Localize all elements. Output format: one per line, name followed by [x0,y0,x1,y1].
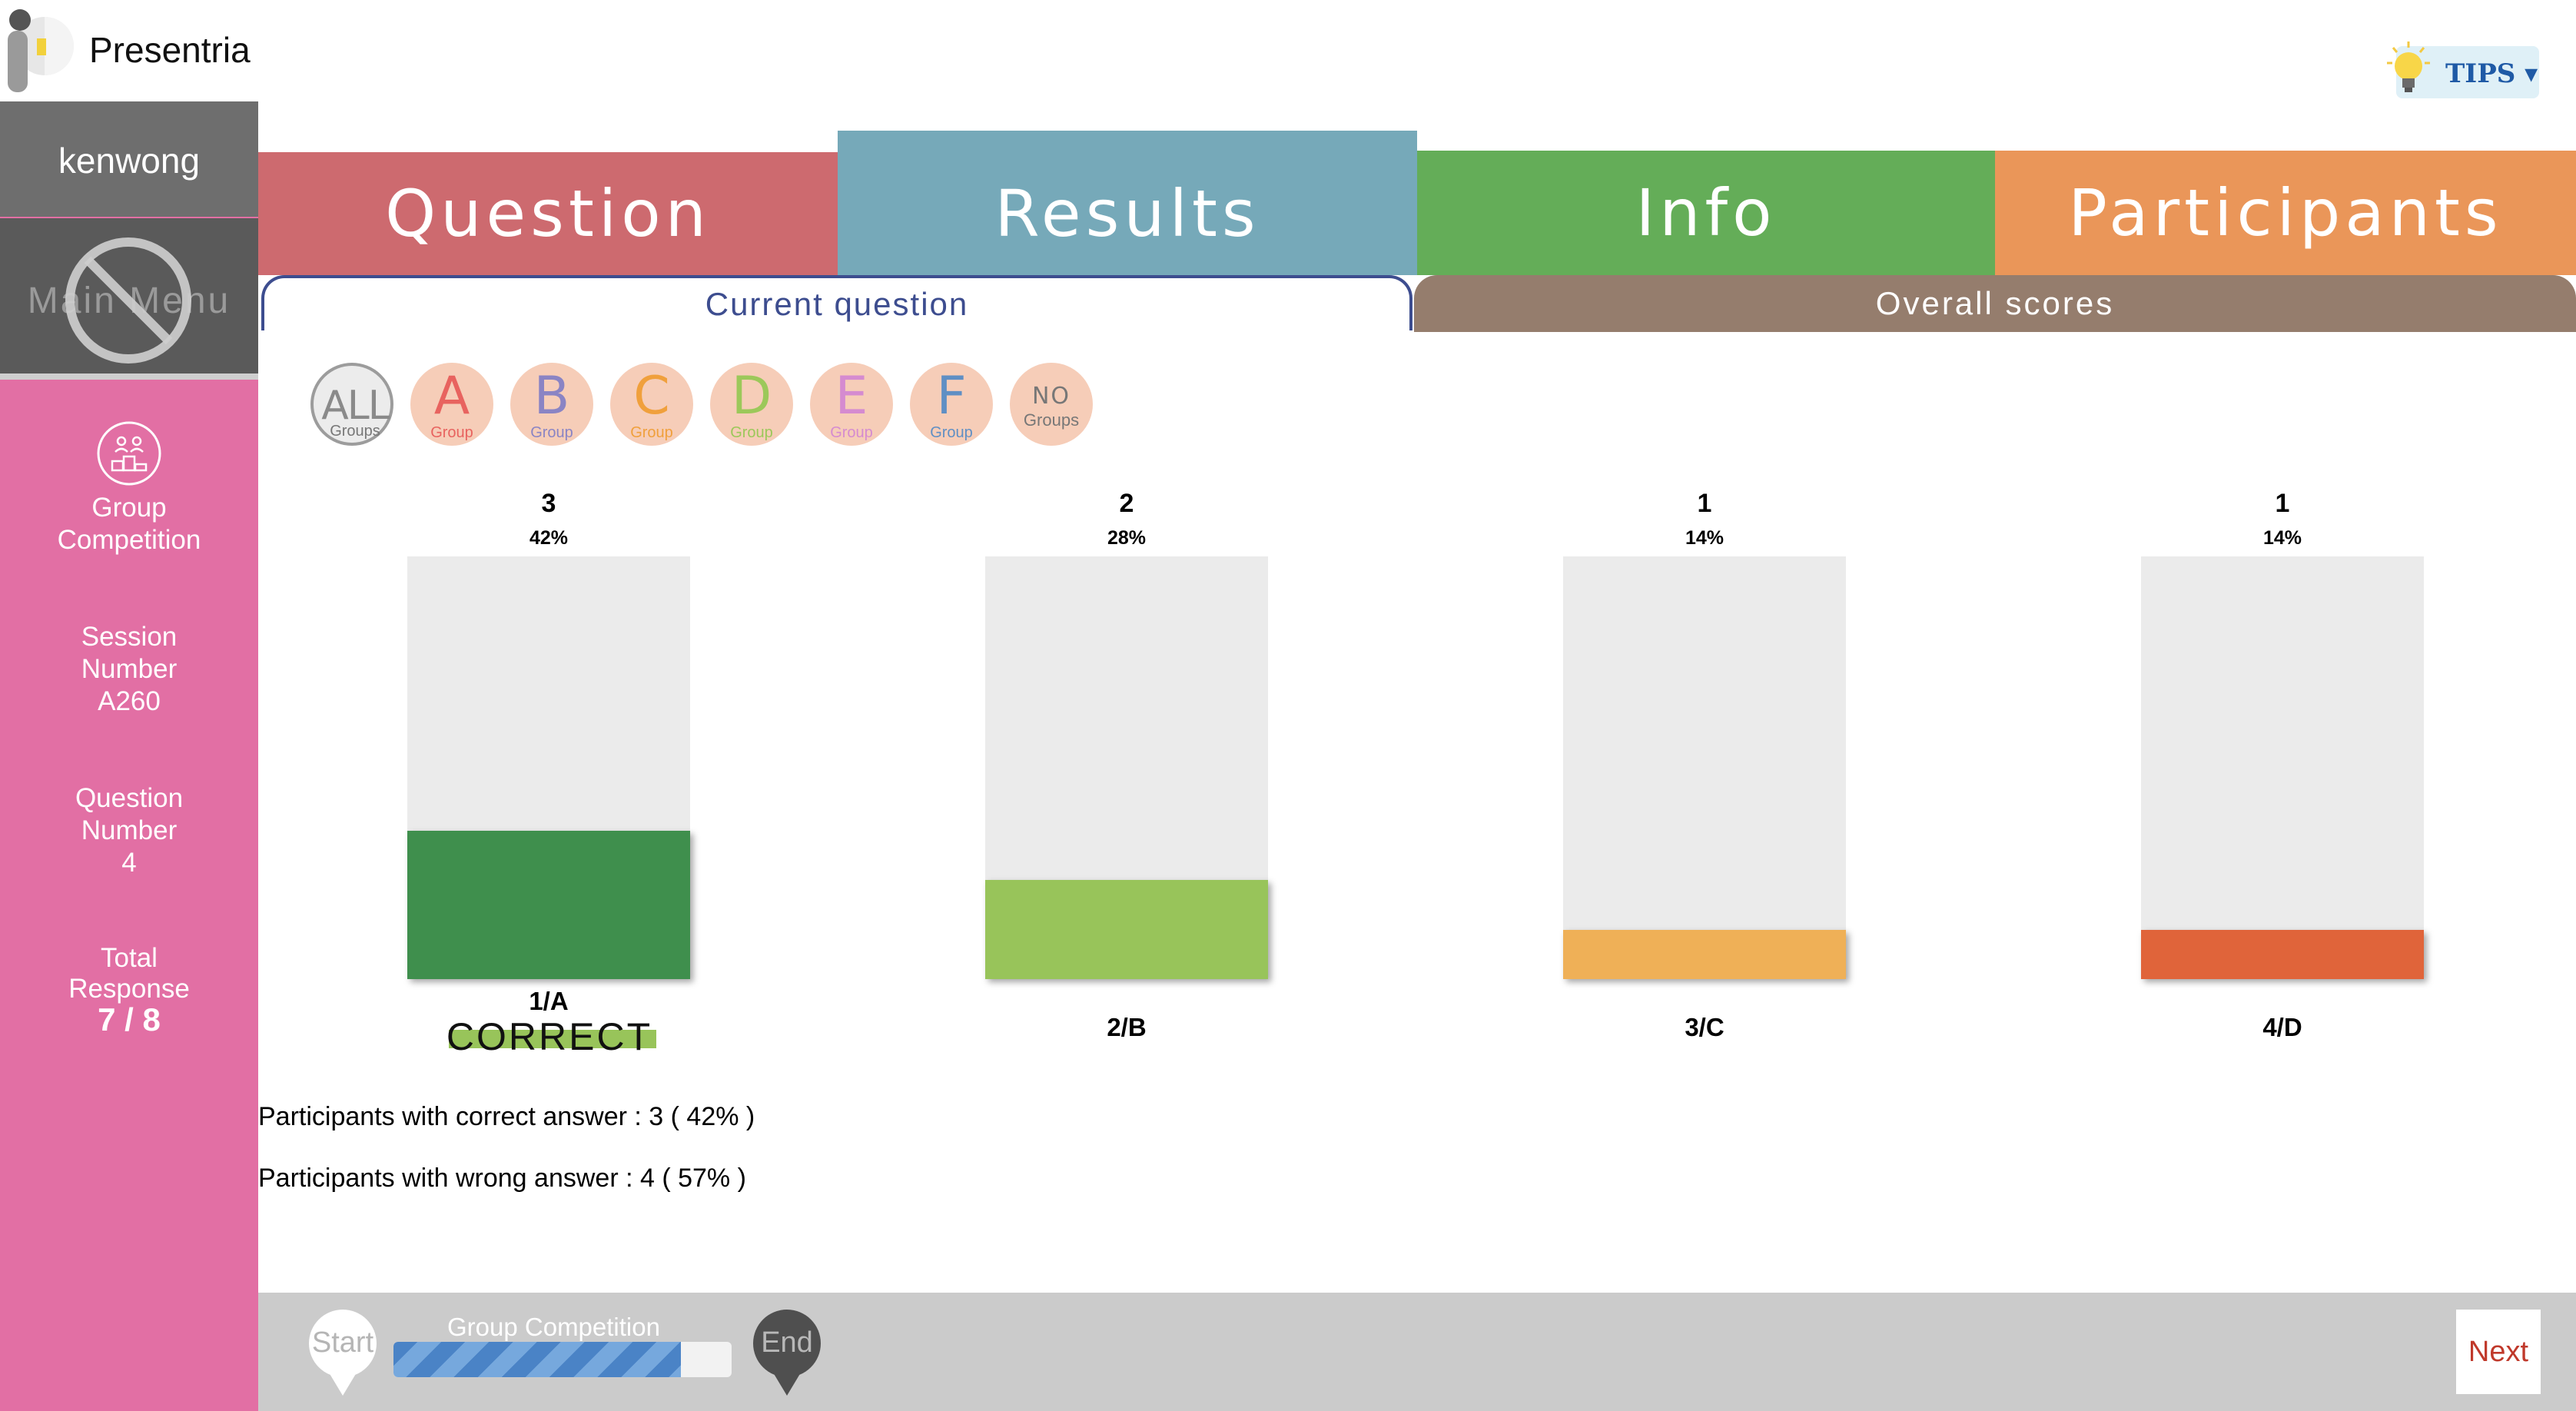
group-filter-caption: Group [530,424,573,441]
correct-label: CORRECT [446,1015,653,1058]
group-filter-caption: Group [930,424,973,441]
bar-category-label: 1/A [529,987,569,1015]
bar-track [2141,556,2424,979]
bar [985,880,1268,979]
tips-label: TIPS ▾ [2445,58,2538,89]
start-marker [309,1310,377,1396]
group-filter-letter: F [936,366,967,427]
bar-count-label: 2 [1119,489,1134,518]
correct-marker: CORRECT [438,1014,661,1058]
progress-fill [393,1342,681,1377]
group-filter-letter: A [433,366,470,427]
wrong-answer-stat: Participants with wrong answer : 4 ( 57%… [258,1164,746,1193]
bottom-bar: Start Group Competition End [258,1293,2576,1411]
correct-highlight [449,1030,656,1048]
bar-count-label: 3 [541,489,556,518]
group-filter-caption: Group [730,424,773,441]
bar-percent-label: 28% [1107,527,1147,549]
session-number: A260 [98,686,161,716]
group-filter-all[interactable]: ALL Groups [310,363,393,446]
question-number: 4 [121,848,137,878]
user-box[interactable]: kenwong [0,101,258,217]
group-filter-no[interactable]: NO Groups [1010,363,1093,446]
group-filter-letter: ALL [321,383,390,429]
tab-results[interactable]: Results [838,131,1417,275]
disabled-icon [65,237,191,364]
group-filter-c[interactable]: C Group [610,363,693,446]
bar-percent-label: 14% [1685,527,1725,549]
end-marker [753,1310,821,1396]
group-filter-letter: B [533,366,570,427]
group-filter-letter: D [731,366,772,427]
lightbulb-icon [2387,42,2430,92]
group-filter-letter: E [835,366,868,427]
mode-label-line1: Group [91,493,167,523]
presentria-logo [8,9,74,92]
bar-category-label: 2/B [1107,1013,1147,1041]
subtab-overall-scores[interactable]: Overall scores [1414,275,2576,332]
group-filter-e[interactable]: E Group [810,363,893,446]
next-button[interactable]: Next [2456,1310,2541,1394]
session-label-line2: Number [81,654,178,684]
main-menu-button[interactable]: Main Menu [0,218,258,380]
bar-count-label: 1 [2275,489,2290,518]
end-label: End [761,1326,813,1359]
bar-category-label: 3/C [1685,1013,1725,1041]
group-filter-caption: Groups [330,423,380,440]
group-filter-caption: Groups [1023,410,1080,430]
bar-track [1563,556,1846,979]
group-filter-caption: Group [830,424,873,441]
progress-label: Group Competition [447,1313,660,1341]
subtab-current-question[interactable]: Current question [261,275,1412,330]
bar-category-label: 4/D [2262,1013,2302,1041]
user-name: kenwong [58,141,201,181]
group-filter-d[interactable]: D Group [710,363,793,446]
correct-answer-stat: Participants with correct answer : 3 ( 4… [258,1102,755,1131]
question-label-line1: Question [75,783,184,813]
bar-percent-label: 14% [2262,527,2302,549]
total-response-line2: Response [68,974,190,1004]
group-filter-a[interactable]: A Group [410,363,493,446]
app-title: Presentria [89,30,251,70]
tab-participants[interactable]: Participants [1995,151,2576,275]
bar-percent-label: 42% [529,527,569,549]
mode-label-line2: Competition [57,525,201,555]
start-label: Start [311,1326,374,1359]
tab-info[interactable]: Info [1417,151,1995,275]
bar [407,831,690,979]
bar [2141,930,2424,979]
tips-button[interactable]: TIPS ▾ [2387,42,2539,98]
progress-bar [393,1342,732,1377]
session-label-line1: Session [81,622,178,652]
bar-count-label: 1 [1697,489,1712,518]
group-filter-caption: Group [430,424,473,441]
total-response-value: 7 / 8 [98,1001,161,1038]
group-filter-letter: C [633,366,670,427]
group-competition-icon [97,421,161,486]
bar [1563,930,1846,979]
group-filter-b[interactable]: B Group [510,363,593,446]
group-filter-caption: Group [630,424,673,441]
group-filter-f[interactable]: F Group [910,363,993,446]
question-label-line2: Number [81,815,178,845]
tab-question[interactable]: Question [258,152,838,275]
group-filter-letter: NO [1031,383,1071,410]
total-response-line1: Total [101,943,158,973]
